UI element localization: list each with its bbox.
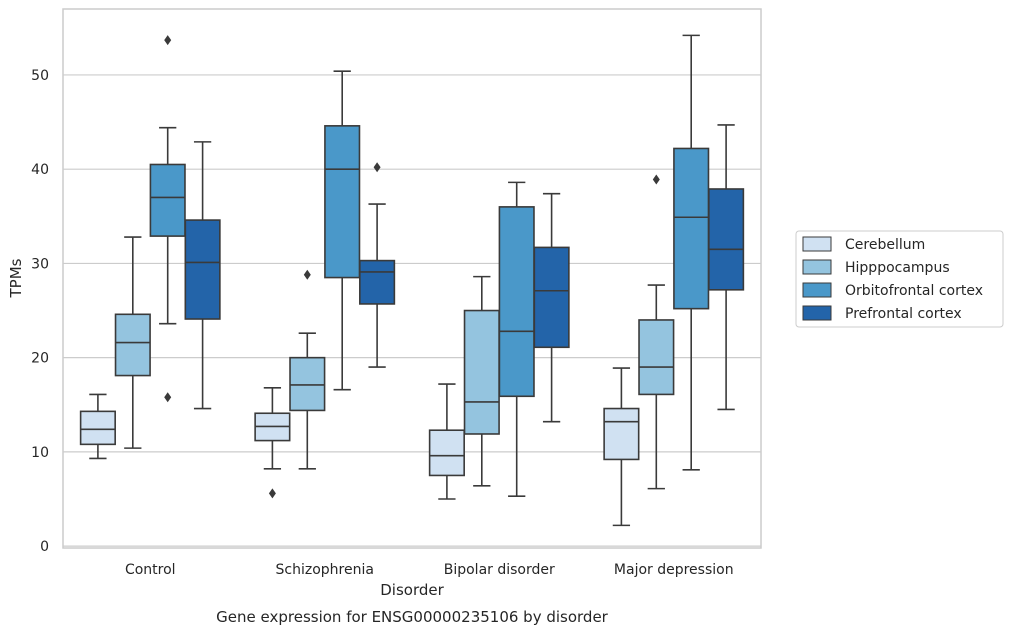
- legend-label: Prefrontal cortex: [845, 306, 962, 322]
- legend-swatch: [802, 305, 832, 321]
- x-tick-label: Bipolar disorder: [444, 562, 555, 578]
- box-group: [638, 174, 675, 490]
- box-iqr: [114, 313, 151, 377]
- legend: Cerebellum Hipppocampus Orbitofrontal cort…: [795, 230, 1004, 328]
- x-tick-label: Control: [125, 562, 176, 578]
- x-axis-label: Disorder: [380, 581, 444, 599]
- box-iqr: [498, 206, 535, 398]
- x-axis-ticks: Control Schizophrenia Bipolar disorder Majo…: [125, 562, 734, 578]
- legend-swatch: [802, 236, 832, 252]
- y-axis-ticks: 0 10 20 30 40 50: [31, 68, 49, 555]
- x-tick-label: Major depression: [614, 562, 734, 578]
- box-group: [498, 181, 535, 497]
- box-iqr: [324, 125, 361, 279]
- outlier-point: [164, 35, 172, 46]
- y-tick-label: 20: [31, 351, 49, 367]
- legend-swatch: [802, 259, 832, 275]
- box-iqr: [184, 219, 221, 320]
- y-tick-label: 10: [31, 445, 49, 461]
- legend-label: Orbitofrontal cortex: [845, 283, 983, 299]
- y-tick-label: 0: [40, 539, 49, 555]
- box-iqr: [79, 410, 116, 446]
- legend-label: Cerebellum: [845, 237, 925, 253]
- y-tick-label: 40: [31, 162, 49, 178]
- box-group: [673, 34, 710, 471]
- box-group: [79, 393, 116, 460]
- legend-frame: [795, 230, 1004, 328]
- box-iqr: [708, 188, 745, 291]
- box-group: [149, 35, 186, 403]
- legend-label: Hipppocampus: [845, 260, 950, 276]
- box-group: [708, 124, 745, 411]
- box-group: [463, 275, 500, 487]
- outlier-point: [303, 269, 311, 280]
- box-iqr: [638, 319, 675, 396]
- box-iqr: [603, 407, 640, 461]
- box-group: [428, 383, 465, 500]
- outlier-point: [373, 162, 381, 173]
- box-iqr: [359, 259, 396, 305]
- box-iqr: [533, 246, 570, 349]
- box-iqr: [463, 309, 500, 435]
- y-tick-label: 30: [31, 256, 49, 272]
- box-group: [184, 141, 221, 410]
- outlier-point: [164, 392, 172, 403]
- box-iqr: [149, 163, 186, 237]
- x-tick-label: Schizophrenia: [276, 562, 374, 578]
- legend-swatch: [802, 282, 832, 298]
- plot-frame: [62, 8, 762, 549]
- box-group: [533, 192, 570, 423]
- plot-area: [79, 34, 745, 527]
- box-group: [254, 387, 291, 499]
- box-iqr: [289, 356, 326, 412]
- box-iqr: [673, 147, 710, 310]
- outlier-point: [268, 488, 276, 499]
- y-axis-label: TPMs: [7, 258, 25, 298]
- box-group: [114, 236, 151, 449]
- box-group: [359, 162, 396, 368]
- box-group: [289, 269, 326, 470]
- chart-caption: Gene expression for ENSG00000235106 by d…: [216, 608, 609, 626]
- outlier-point: [652, 174, 660, 185]
- box-group: [324, 70, 361, 391]
- box-iqr: [428, 429, 465, 477]
- box-group: [603, 367, 640, 527]
- y-tick-label: 50: [31, 68, 49, 84]
